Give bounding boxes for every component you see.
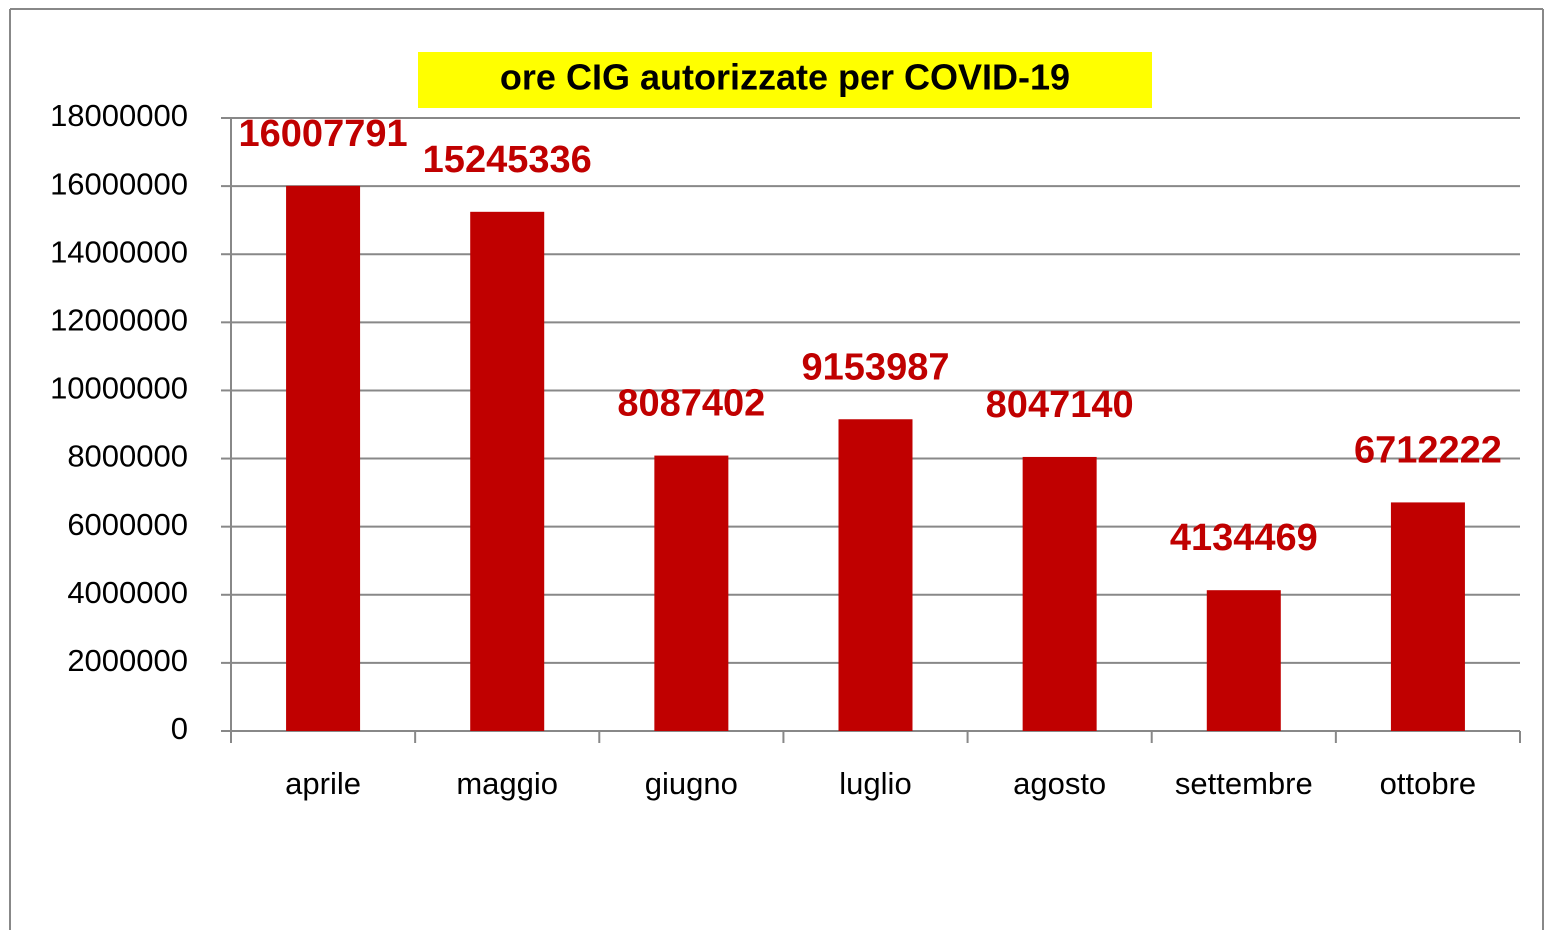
bar [838,419,913,731]
y-tick-label: 14000000 [50,234,188,269]
value-label: 9153987 [802,346,950,388]
value-label: 16007791 [239,113,408,155]
bar [1206,590,1281,731]
y-tick-label: 6000000 [67,507,188,542]
bar [470,211,545,731]
y-tick-label: 18000000 [50,98,188,133]
x-tick-label: luglio [839,766,911,801]
value-label: 6712222 [1354,429,1502,471]
y-tick-label: 10000000 [50,371,188,406]
x-tick-label: aprile [285,766,361,801]
chart-title: ore CIG autorizzate per COVID-19 [500,57,1070,98]
value-label: 8047140 [986,384,1134,426]
x-tick-label: giugno [645,766,738,801]
bar [286,185,361,732]
value-label: 15245336 [423,139,592,181]
y-tick-label: 8000000 [67,439,188,474]
title-box [418,52,1152,108]
x-tick-label: ottobre [1380,766,1477,801]
value-label: 4134469 [1170,517,1318,559]
bar [1022,456,1097,731]
bar [654,455,729,731]
y-tick-label: 12000000 [50,303,188,338]
y-tick-label: 0 [171,711,188,746]
bar [1390,502,1465,731]
x-tick-label: settembre [1175,766,1313,801]
y-tick-label: 2000000 [67,643,188,678]
y-tick-label: 16000000 [50,166,188,201]
x-tick-label: agosto [1013,766,1106,801]
y-tick-label: 4000000 [67,575,188,610]
value-label: 8087402 [617,383,765,425]
x-tick-label: maggio [456,766,558,801]
